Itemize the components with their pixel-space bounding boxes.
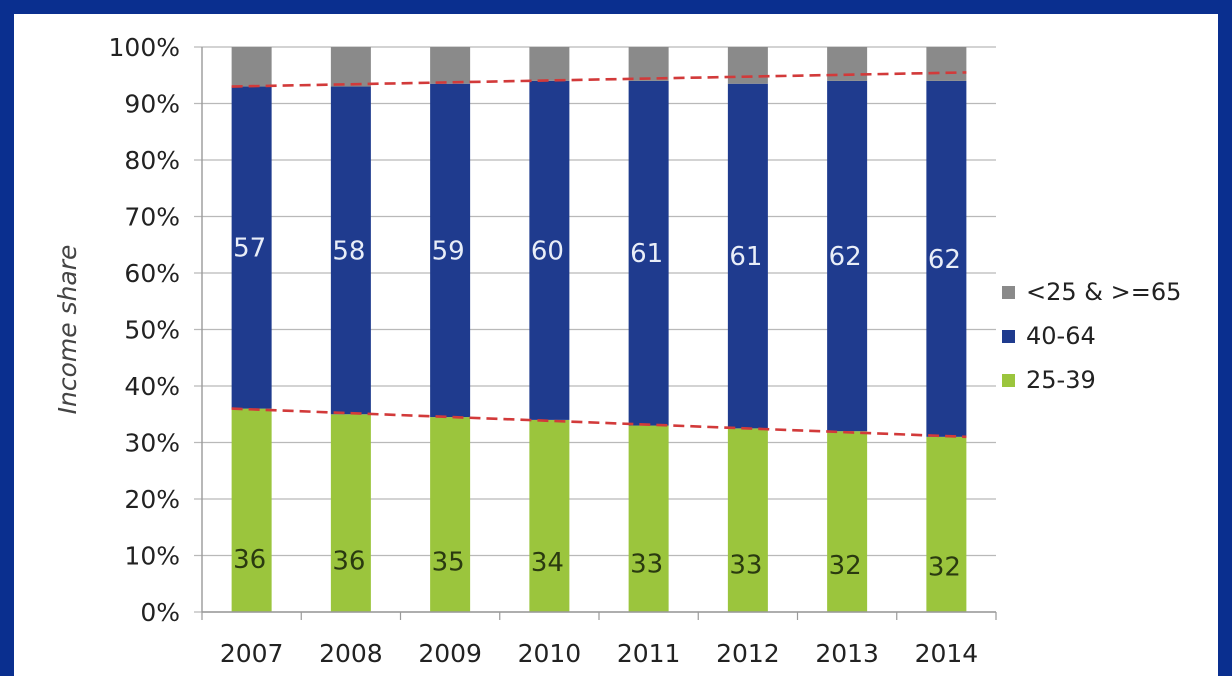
legend-swatch [1002,286,1015,299]
bar-segment-40-64 [727,83,768,429]
data-label: 32 [829,551,862,581]
data-label: 61 [630,239,663,269]
trend-line [231,71,967,88]
data-label: 57 [233,234,266,264]
value-labels: 36 57 36 58 35 59 34 60 33 61 33 61 32 62 32 62 [233,234,961,583]
data-label: 33 [630,550,663,580]
legend-swatch [1002,374,1015,387]
y-tick-label: 90% [124,90,180,119]
y-tick-label: 30% [124,429,180,458]
x-tick-label: 2011 [617,639,681,668]
x-tick-label: 2014 [915,639,979,668]
bars [231,47,967,612]
bar-segment--25-65 [727,47,768,84]
x-tick-label: 2008 [319,639,383,668]
bar-segment--25-65 [231,47,272,87]
bar-segment-25-39 [628,425,669,612]
data-label: 61 [729,242,762,272]
bar-segment--25-65 [529,47,570,81]
legend: <25 & >=65 40-64 25-39 [1002,278,1181,394]
y-tick-label: 70% [124,203,180,232]
bar-segment--25-65 [330,47,371,87]
data-label: 33 [729,550,762,580]
data-label: 60 [531,236,564,266]
legend-swatch [1002,330,1015,343]
y-tick-label: 80% [124,146,180,175]
data-label: 34 [531,548,564,578]
bar-segment-40-64 [827,80,868,432]
bar-segment-40-64 [628,80,669,426]
bar-segment-25-39 [231,408,272,612]
data-label: 35 [432,547,465,577]
trend-line [231,407,967,439]
bar-segment-40-64 [926,80,967,437]
bar-segment--25-65 [628,47,669,81]
bar-segment-25-39 [330,414,371,612]
trend-lines [231,71,967,439]
bar-segment-25-39 [827,431,868,612]
data-label: 59 [432,236,465,266]
bar-segment-40-64 [430,83,471,418]
chart-frame: 0% 10% 20% 30% 40% 50% 60% 70% 80% 90% 100% 36 57 36… [14,14,1218,676]
x-tick-label: 2010 [518,639,582,668]
x-tick-label: 2009 [418,639,482,668]
y-tick-label: 100% [109,33,180,62]
legend-label: <25 & >=65 [1026,278,1181,306]
bar-segment-25-39 [529,419,570,612]
x-tick-label: 2007 [220,639,284,668]
y-tick-label: 10% [124,542,180,571]
x-axis: 2007 2008 2009 2010 2011 2012 2013 2014 [201,611,997,668]
bar-segment--25-65 [430,47,471,84]
gridlines [194,46,996,613]
x-tick-label: 2013 [815,639,879,668]
y-tick-label: 20% [124,485,180,514]
legend-label: 40-64 [1026,322,1096,350]
y-axis: 0% 10% 20% 30% 40% 50% 60% 70% 80% 90% 100% [109,33,203,627]
data-label: 36 [332,547,365,577]
data-label: 32 [928,552,961,582]
y-tick-label: 0% [140,598,180,627]
data-label: 36 [233,545,266,575]
bar-segment-40-64 [529,80,570,420]
y-tick-label: 60% [124,259,180,288]
bar-segment-40-64 [231,86,272,409]
bar-segment-25-39 [430,417,471,612]
bar-segment--25-65 [926,47,967,81]
stacked-bar-chart: 0%10%20%30%40%50%60%70%80%90%100% 365736… [53,33,1181,668]
data-label: 62 [928,245,961,275]
y-tick-label: 50% [124,316,180,345]
bar-segment-40-64 [330,86,371,415]
data-label: 62 [829,242,862,272]
y-tick-label: 40% [124,372,180,401]
legend-label: 25-39 [1026,366,1096,394]
bar-segment-25-39 [926,436,967,612]
bar-segment-25-39 [727,428,768,612]
x-tick-label: 2012 [716,639,780,668]
data-label: 58 [332,236,365,266]
y-axis-label: Income share [53,245,82,415]
